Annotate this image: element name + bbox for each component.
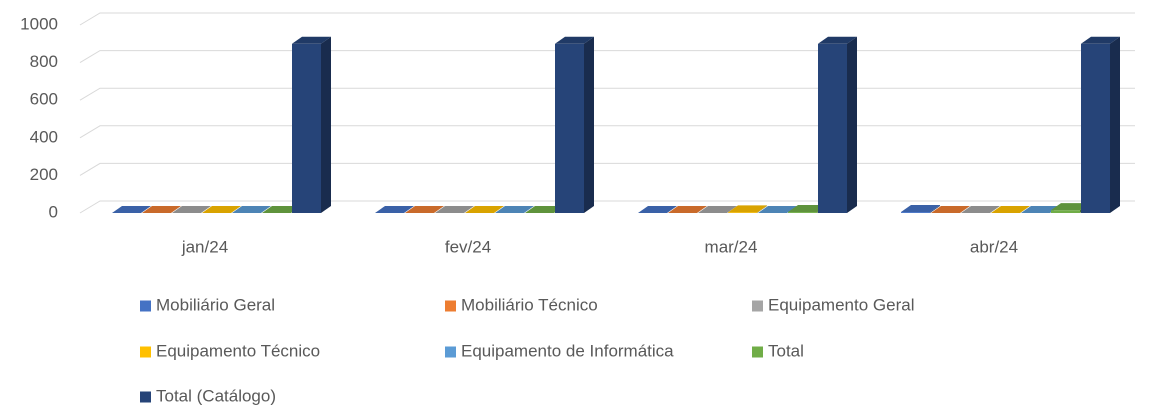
legend-swatch (140, 391, 151, 403)
y-tick-label: 200 (30, 165, 58, 184)
bar (961, 206, 1000, 213)
bar-front (292, 43, 321, 213)
bar-side (321, 36, 331, 213)
legend-swatch (445, 300, 456, 312)
bar (991, 206, 1030, 213)
bar-top (788, 205, 827, 213)
bar (405, 206, 444, 213)
bar (901, 205, 940, 213)
bar-top (435, 206, 474, 213)
bar (465, 206, 504, 213)
bar (172, 206, 211, 213)
bar (202, 206, 241, 213)
bar (262, 206, 301, 213)
legend-label: Total (Catálogo) (156, 386, 276, 405)
bar-top (405, 206, 444, 213)
legend-label: Total (768, 341, 804, 360)
bar-top (1021, 206, 1060, 213)
legend-swatch (445, 346, 456, 358)
bar (525, 206, 564, 213)
y-tick-label: 800 (30, 52, 58, 71)
bar-side (584, 36, 594, 213)
grid-line (79, 162, 1135, 176)
bar-top (961, 206, 1000, 213)
bar (435, 206, 474, 213)
legend-label: Equipamento de Informática (461, 341, 674, 360)
bar-top (728, 205, 767, 213)
legend-label: Equipamento Técnico (156, 341, 320, 360)
bar (638, 206, 677, 213)
bar-top (1081, 36, 1120, 44)
bar-top (232, 206, 271, 213)
bar-top (1051, 203, 1090, 211)
bar (555, 36, 594, 213)
bar-top (901, 205, 940, 213)
grid-line (79, 125, 1135, 139)
grid-line (79, 87, 1135, 101)
bar-front (1081, 43, 1110, 213)
bar-top (638, 206, 677, 213)
bar-top (172, 206, 211, 213)
bar (142, 206, 181, 213)
x-tick-label: abr/24 (970, 237, 1018, 256)
bar (728, 205, 767, 213)
bar-top (375, 206, 414, 213)
bar (292, 36, 331, 213)
grid-line (79, 50, 1135, 64)
legend-swatch (752, 300, 763, 312)
legend-swatch (140, 300, 151, 312)
bar-top (202, 206, 241, 213)
bar-side (757, 205, 767, 213)
grid-line (79, 12, 1135, 26)
bar-top (818, 36, 857, 44)
grid-line (79, 200, 1135, 214)
bar-front (728, 212, 757, 213)
bar-front (555, 43, 584, 213)
bar (668, 206, 707, 213)
bar-side (930, 205, 940, 213)
bar-top (931, 206, 970, 213)
bar-front (818, 43, 847, 213)
bar (1021, 206, 1060, 213)
bar-top (668, 206, 707, 213)
bar-top (465, 206, 504, 213)
bar-top (112, 206, 151, 213)
bar-top (262, 206, 301, 213)
bar (112, 206, 151, 213)
bar-top (142, 206, 181, 213)
bar-top (698, 206, 737, 213)
bar-front (901, 212, 930, 213)
x-tick-label: jan/24 (181, 237, 228, 256)
legend-swatch (140, 346, 151, 358)
bar-top (525, 206, 564, 213)
bar (931, 206, 970, 213)
bar-top (495, 206, 534, 213)
bar (495, 206, 534, 213)
bar-top (292, 36, 331, 44)
y-tick-label: 0 (49, 202, 58, 221)
y-tick-label: 400 (30, 127, 58, 146)
y-tick-label: 600 (30, 90, 58, 109)
legend-swatch (752, 346, 763, 358)
bar (232, 206, 271, 213)
bar-side (847, 36, 857, 213)
legend-label: Equipamento Geral (768, 295, 914, 314)
x-tick-label: fev/24 (445, 237, 491, 256)
bar-top (758, 206, 797, 213)
bar (758, 206, 797, 213)
bar (1081, 36, 1120, 213)
bar (818, 36, 857, 213)
bar-front (1051, 210, 1080, 213)
bar-front (788, 212, 817, 213)
y-tick-label: 1000 (20, 14, 58, 33)
x-tick-label: mar/24 (705, 237, 758, 256)
bar-side (1110, 36, 1120, 213)
bar (375, 206, 414, 213)
bar-top (991, 206, 1030, 213)
legend-label: Mobiliário Geral (156, 295, 275, 314)
bar (698, 206, 737, 213)
legend-label: Mobiliário Técnico (461, 295, 598, 314)
bar-top (555, 36, 594, 44)
